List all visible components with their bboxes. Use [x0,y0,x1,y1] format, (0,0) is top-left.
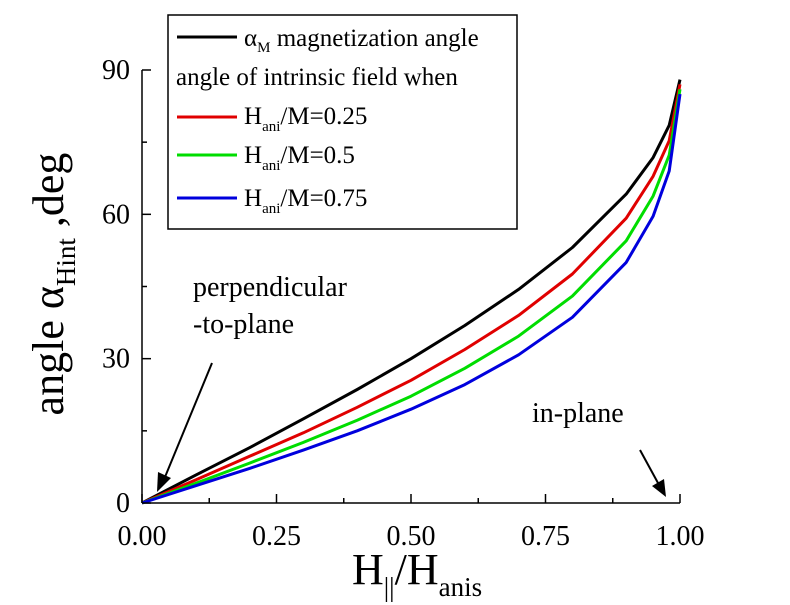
legend-entry-025-tail: /M=0.25 [280,103,367,130]
legend-entry-025-main: H [244,103,262,130]
x-tick-label: 1.00 [656,521,705,552]
legend-entry-025-sub: ani [262,119,280,135]
legend-entry-075: Hani/M=0.75 [244,185,367,217]
y-tick-label: 0 [116,488,130,519]
legend-entry-alpha-m-sub: M [257,40,270,56]
annotation-perpendicular: perpendicular -to-plane [193,272,354,340]
x-axis-label-mid: /H [395,545,439,594]
y-tick-label: 90 [102,55,130,86]
legend-entry-alpha-m-tail: magnetization angle [270,25,478,52]
x-axis-label-sub1: || [384,572,395,602]
legend-entry-05-main: H [244,142,262,169]
annotation-perpendicular-line1: perpendicular [193,272,348,303]
arrow-in-plane [639,449,666,497]
arrow-perpendicular [157,362,213,492]
y-axis-label-main: angle α [24,286,73,415]
legend-entry-05: Hani/M=0.5 [244,142,355,174]
legend: αM magnetization angle angle of intrinsi… [167,14,518,230]
legend-header: angle of intrinsic field when [176,64,458,91]
series-line-1 [141,84,682,505]
legend-entry-025: Hani/M=0.25 [244,103,367,135]
y-tick-label: 30 [102,344,130,375]
x-tick-label: 0.00 [118,521,167,552]
y-axis-label-sub: Hint [51,238,81,287]
x-axis-label-main: H [352,545,384,594]
legend-entry-alpha-m: αM magnetization angle [244,25,479,56]
legend-entry-075-sub: ani [262,201,280,217]
legend-entry-075-tail: /M=0.75 [280,185,367,212]
legend-box [167,14,518,230]
legend-entry-075-main: H [244,185,262,212]
y-axis-label: angle αHint ,deg [24,153,81,416]
x-tick-label: 0.50 [387,521,436,552]
annotation-perpendicular-line2: -to-plane [193,309,294,340]
legend-entry-05-sub: ani [262,158,280,174]
x-axis-label: H||/Hanis [352,545,482,602]
x-tick-label: 0.25 [252,521,301,552]
x-tick-label: 0.75 [521,521,570,552]
legend-entry-alpha-m-main: α [244,25,257,52]
series-line-3 [141,93,682,505]
series-line-0 [141,79,682,505]
legend-entry-05-tail: /M=0.5 [280,142,355,169]
y-tick-label: 60 [102,199,130,230]
x-axis-label-sub2: anis [439,572,483,602]
annotation-in-plane: in-plane [532,398,624,429]
series-line-2 [141,88,682,505]
y-axis-label-tail: ,deg [24,153,73,239]
